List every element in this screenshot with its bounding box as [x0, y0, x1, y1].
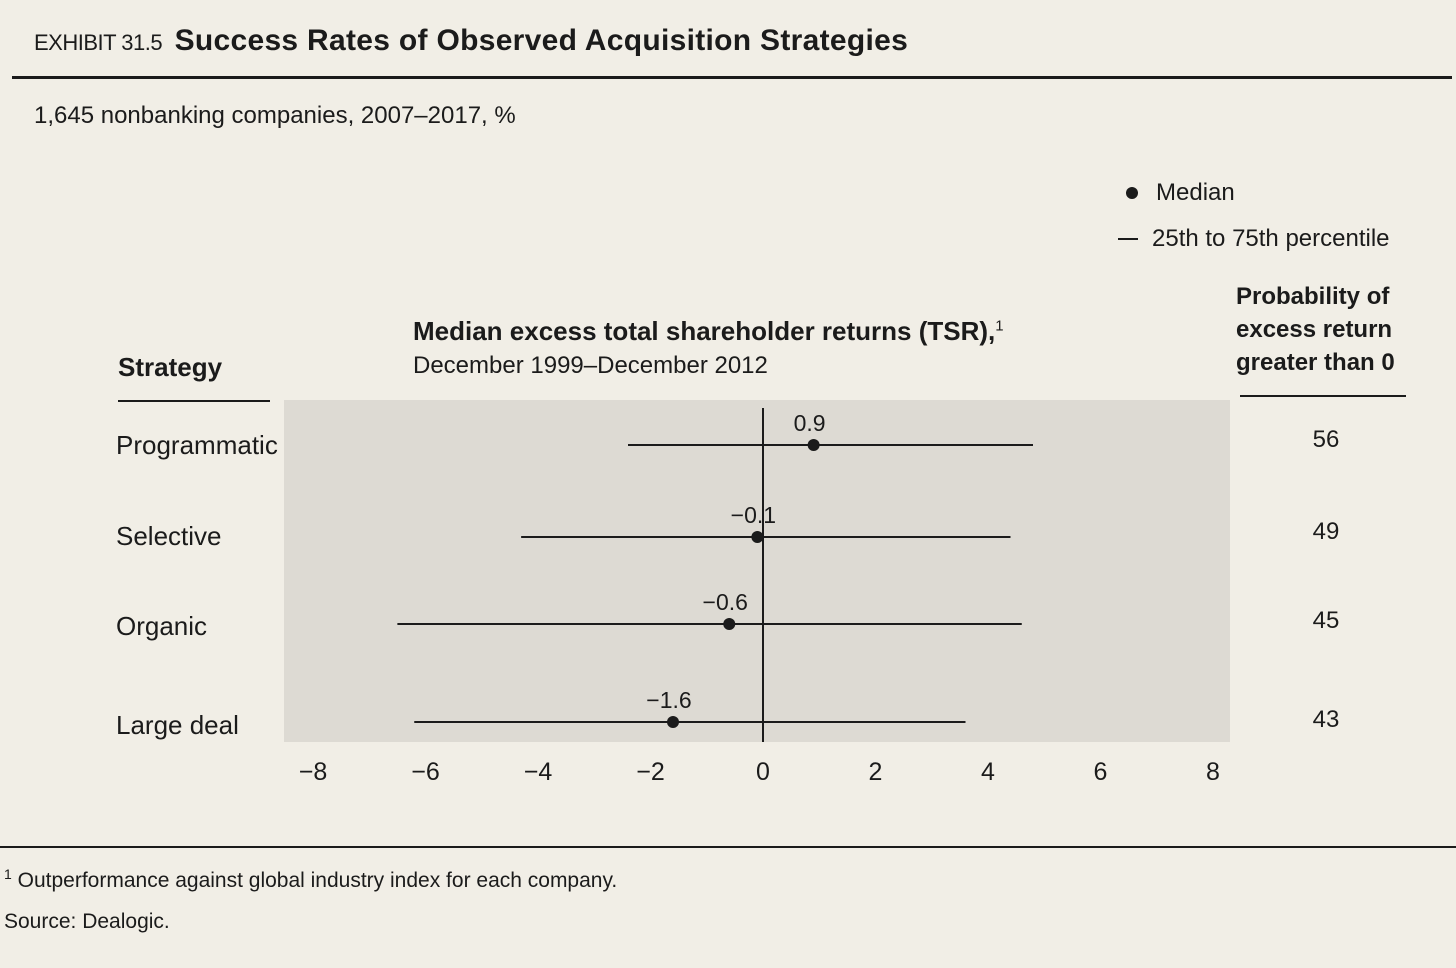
- strategy-label-large-deal: Large deal: [116, 710, 239, 740]
- probability-value-programmatic: 56: [1312, 426, 1340, 453]
- x-tick-label: 4: [981, 758, 995, 786]
- legend-median-label: Median: [1156, 179, 1235, 206]
- strategy-label-selective: Selective: [116, 521, 222, 551]
- chart-subtitle: December 1999–December 2012: [413, 352, 768, 379]
- probability-value-organic: 45: [1312, 607, 1340, 634]
- range-line-icon: [1118, 238, 1138, 240]
- top-rule: [12, 76, 1452, 79]
- x-tick-label: 6: [1094, 758, 1108, 786]
- footnote: 1 Outperformance against global industry…: [4, 866, 617, 893]
- chart-title-text: Median excess total shareholder returns …: [413, 316, 996, 346]
- probability-header-line-2: excess return: [1236, 316, 1393, 343]
- strategy-label-organic: Organic: [116, 611, 208, 641]
- median-label-programmatic: 0.9: [794, 410, 826, 436]
- median-point-selective: [751, 531, 764, 543]
- median-point-programmatic: [807, 439, 820, 451]
- chart-title-note: 1: [995, 317, 1004, 335]
- median-point-large-deal: [667, 716, 679, 728]
- median-point-organic: [723, 618, 736, 630]
- footnote-text: Outperformance against global industry i…: [17, 869, 618, 892]
- legend-median: Median: [1118, 170, 1390, 216]
- median-label-selective: −0.1: [731, 502, 776, 528]
- x-tick-label: −8: [299, 758, 328, 786]
- strategy-column-header: Strategy: [118, 352, 223, 382]
- x-tick-label: −2: [636, 758, 665, 786]
- x-tick-label: 2: [869, 758, 883, 786]
- strategy-label-programmatic: Programmatic: [116, 430, 278, 460]
- x-tick-label: −4: [524, 758, 553, 786]
- x-tick-label: −6: [411, 758, 440, 786]
- plot-panel: [284, 400, 1230, 742]
- exhibit-subtitle: 1,645 nonbanking companies, 2007–2017, %: [34, 102, 516, 129]
- probability-header-rule: [1240, 395, 1406, 397]
- chart-title: Median excess total shareholder returns …: [413, 316, 1004, 347]
- probability-header-line-3: greater than 0: [1236, 349, 1395, 376]
- median-label-organic: −0.6: [703, 589, 748, 615]
- x-tick-label: 0: [756, 758, 770, 786]
- legend-range: 25th to 75th percentile: [1118, 216, 1390, 262]
- source-note: Source: Dealogic.: [4, 910, 170, 933]
- median-label-large-deal: −1.6: [646, 687, 691, 713]
- probability-header-line-1: Probability of: [1236, 283, 1390, 310]
- probability-value-selective: 49: [1312, 518, 1340, 545]
- median-dot-icon: [1126, 187, 1138, 199]
- probability-value-large-deal: 43: [1312, 706, 1340, 733]
- strategy-header-rule: [118, 400, 270, 402]
- probability-column-header: Probability of excess return greater tha…: [1236, 280, 1426, 379]
- x-tick-label: 8: [1206, 758, 1220, 786]
- bottom-rule: [0, 846, 1456, 848]
- chart-legend: Median 25th to 75th percentile: [1118, 170, 1390, 262]
- exhibit-label: EXHIBIT 31.5: [34, 30, 163, 55]
- footnote-marker: 1: [4, 866, 12, 882]
- legend-range-label: 25th to 75th percentile: [1152, 225, 1390, 252]
- exhibit-header: EXHIBIT 31.5 Success Rates of Observed A…: [34, 24, 908, 58]
- exhibit-title: Success Rates of Observed Acquisition St…: [174, 24, 909, 57]
